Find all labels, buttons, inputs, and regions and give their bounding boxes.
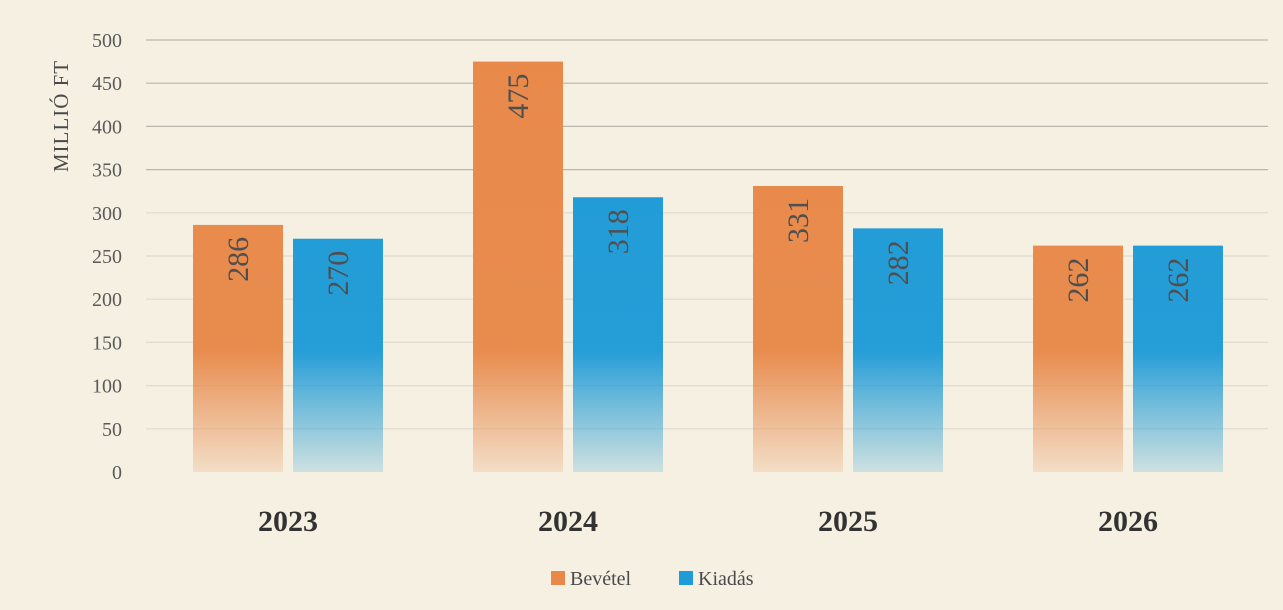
legend-swatch-kiadas <box>679 571 693 585</box>
y-axis-ticks: 0 50 100 150 200 250 300 350 400 450 500 <box>92 30 122 484</box>
legend: Bevétel Kiadás <box>551 568 754 590</box>
bar-kiadás-2024 <box>573 197 663 473</box>
x-category-label: 2023 <box>258 505 318 538</box>
y-tick-label: 250 <box>92 246 122 268</box>
y-tick-label: 350 <box>92 160 122 182</box>
y-tick-label: 100 <box>92 376 122 398</box>
bar-kiadás-2025 <box>853 228 943 472</box>
y-tick-label: 300 <box>92 203 122 225</box>
data-label: 475 <box>502 74 535 119</box>
data-label: 262 <box>1062 258 1095 303</box>
bar-bevétel-2023 <box>193 224 283 472</box>
bar-bevétel-2024 <box>473 61 563 472</box>
x-category-label: 2025 <box>818 505 878 538</box>
x-category-label: 2024 <box>538 505 598 538</box>
data-label: 331 <box>782 198 815 243</box>
data-label: 318 <box>602 209 635 254</box>
y-tick-label: 50 <box>102 419 122 441</box>
legend-label-bevetel: Bevétel <box>570 568 632 590</box>
y-tick-label: 450 <box>92 73 122 95</box>
y-tick-label: 150 <box>92 332 122 354</box>
legend-label-kiadas: Kiadás <box>698 568 754 590</box>
data-labels: 286 270 475 318 331 282 262 262 <box>222 74 1195 303</box>
bar-kiadás-2026 <box>1133 245 1223 472</box>
y-tick-label: 200 <box>92 289 122 311</box>
bar-kiadás-2023 <box>293 238 383 472</box>
y-tick-label: 500 <box>92 30 122 52</box>
data-label: 270 <box>322 251 355 296</box>
legend-swatch-bevetel <box>551 571 565 585</box>
bars <box>193 61 1223 473</box>
y-tick-label: 0 <box>112 462 122 484</box>
data-label: 262 <box>1162 258 1195 303</box>
y-axis-title: MILLIÓ FT <box>49 60 73 172</box>
data-label: 286 <box>222 237 255 282</box>
x-axis-categories: 2023 2024 2025 2026 <box>258 505 1158 538</box>
y-tick-label: 400 <box>92 116 122 138</box>
bar-bevétel-2025 <box>753 186 843 473</box>
x-category-label: 2026 <box>1098 505 1158 538</box>
bar-bevétel-2026 <box>1033 245 1123 472</box>
data-label: 282 <box>882 240 915 285</box>
